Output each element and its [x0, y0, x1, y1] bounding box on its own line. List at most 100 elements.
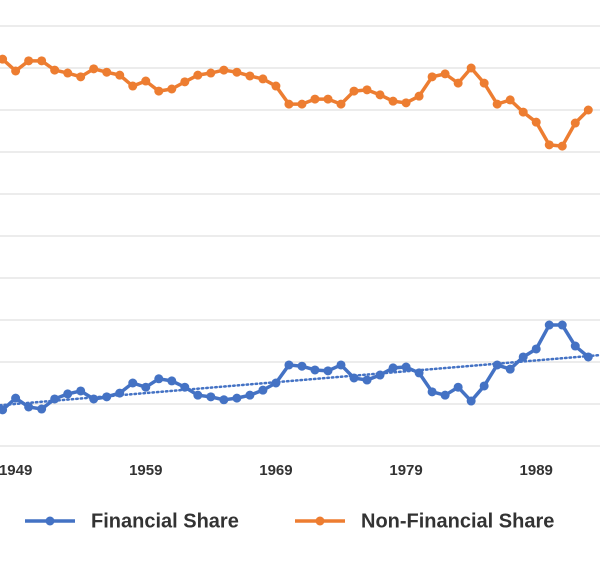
marker	[297, 361, 307, 371]
marker	[115, 388, 125, 398]
marker	[310, 94, 320, 104]
marker	[180, 77, 190, 87]
marker	[219, 65, 229, 75]
legend-marker	[45, 516, 55, 526]
marker	[245, 390, 255, 400]
marker	[297, 99, 307, 109]
marker	[245, 71, 255, 81]
marker	[583, 105, 593, 115]
marker	[232, 67, 242, 77]
marker	[206, 68, 216, 78]
marker	[76, 386, 86, 396]
marker	[167, 376, 177, 386]
marker	[375, 90, 385, 100]
marker	[349, 86, 359, 96]
x-tick-label: 1979	[389, 462, 422, 479]
marker	[24, 56, 34, 66]
marker	[232, 393, 242, 403]
marker	[310, 365, 320, 375]
marker	[362, 85, 372, 95]
marker	[570, 118, 580, 128]
legend-marker	[315, 516, 325, 526]
marker	[50, 65, 60, 75]
marker	[440, 69, 450, 79]
marker	[427, 387, 437, 397]
marker	[193, 390, 203, 400]
marker	[76, 72, 86, 82]
marker	[128, 81, 138, 91]
marker	[466, 396, 476, 406]
marker	[154, 374, 164, 384]
marker	[336, 360, 346, 370]
marker	[0, 405, 8, 415]
marker	[63, 389, 73, 399]
marker	[219, 395, 229, 405]
marker	[479, 381, 489, 391]
marker	[336, 99, 346, 109]
marker	[583, 352, 593, 362]
marker	[557, 141, 567, 151]
marker	[63, 68, 73, 78]
line	[1, 323, 590, 412]
marker	[180, 382, 190, 392]
marker	[453, 78, 463, 88]
marker	[544, 140, 554, 150]
marker	[37, 404, 47, 414]
marker	[141, 382, 151, 392]
marker	[479, 78, 489, 88]
marker	[24, 402, 34, 412]
marker	[531, 344, 541, 354]
marker	[50, 394, 60, 404]
marker	[505, 95, 515, 105]
marker	[375, 370, 385, 380]
marker	[570, 341, 580, 351]
marker	[89, 394, 99, 404]
series	[0, 320, 600, 415]
marker	[440, 390, 450, 400]
marker	[388, 363, 398, 373]
marker	[0, 54, 8, 64]
marker	[544, 320, 554, 330]
marker	[362, 375, 372, 385]
marker	[427, 72, 437, 82]
x-tick-label: 1949	[0, 462, 32, 479]
marker	[284, 99, 294, 109]
marker	[518, 107, 528, 117]
line	[1, 57, 590, 148]
marker	[466, 63, 476, 73]
marker	[323, 366, 333, 376]
marker	[154, 86, 164, 96]
marker	[271, 81, 281, 91]
marker	[37, 56, 47, 66]
marker	[323, 94, 333, 104]
legend-label: Non-Financial Share	[361, 510, 554, 532]
x-tick-label: 1969	[259, 462, 292, 479]
marker	[258, 74, 268, 84]
marker	[258, 385, 268, 395]
marker	[401, 362, 411, 372]
marker	[11, 66, 21, 76]
marker	[193, 70, 203, 80]
marker	[505, 364, 515, 374]
legend-label: Financial Share	[91, 510, 239, 532]
marker	[401, 98, 411, 108]
marker	[531, 117, 541, 127]
marker	[414, 91, 424, 101]
marker	[349, 373, 359, 383]
marker	[11, 393, 21, 403]
marker	[518, 352, 528, 362]
marker	[284, 360, 294, 370]
marker	[115, 70, 125, 80]
marker	[492, 360, 502, 370]
marker	[271, 378, 281, 388]
marker	[453, 382, 463, 392]
marker	[557, 320, 567, 330]
x-tick-label: 1959	[129, 462, 162, 479]
marker	[141, 76, 151, 86]
marker	[492, 99, 502, 109]
marker	[167, 84, 177, 94]
marker	[388, 96, 398, 106]
marker	[102, 392, 112, 402]
series	[0, 54, 593, 151]
